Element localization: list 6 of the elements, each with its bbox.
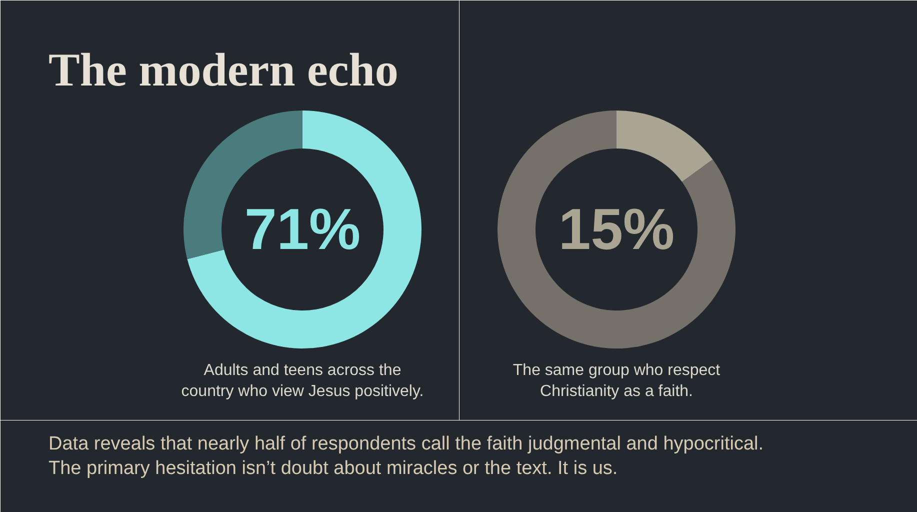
text: Data reveals that nearly half of respondents call the faith judgmental and hypocritical. The primary hesitation isn’t doubt about miracles or the text. It is us.	[48, 434, 764, 479]
text: Adults and teens across the country who view Jesus positively.	[181, 362, 424, 400]
text: The same group who respect Christianity as a faith.	[512, 362, 721, 400]
text: 71%	[244, 197, 361, 262]
chart-title: The modern echo	[48, 44, 398, 96]
text: 15%	[558, 197, 675, 262]
